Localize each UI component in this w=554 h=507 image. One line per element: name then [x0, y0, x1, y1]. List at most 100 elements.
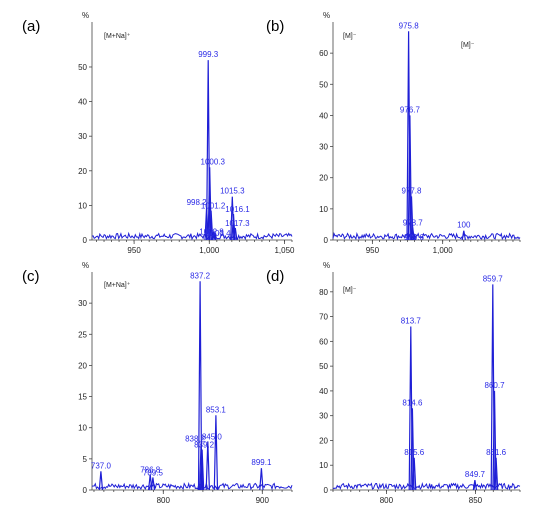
y-tick-label: 0 [83, 486, 88, 495]
peak-label: 853.1 [206, 405, 227, 414]
peak-737.0 [98, 471, 104, 491]
x-tick-label: 1,000 [199, 246, 220, 255]
peak-label: 815.6 [404, 448, 425, 457]
peak-861.6 [493, 457, 499, 491]
peak-1017.3 [233, 227, 238, 241]
peak-860.7 [492, 390, 497, 491]
peak-label: 977.8 [401, 186, 422, 195]
y-tick-label: 25 [78, 330, 87, 339]
peak-label: 837.2 [190, 271, 211, 280]
y-tick-label: 50 [78, 63, 87, 72]
spectrum-panel-c: (c)% 0 5 10 15 20 25 30 800 900 [M+Na]⁺ 837.2 853.1 8… [22, 261, 293, 505]
peak-1002.8 [211, 231, 216, 241]
peak-100 [461, 230, 466, 241]
panel-label: (a) [22, 18, 40, 35]
peak-label: 849.7 [465, 470, 486, 479]
y-tick-label: 80 [319, 288, 328, 297]
peak-label: 976.7 [400, 105, 421, 114]
peak-label: 999.3 [198, 50, 219, 59]
peak-853.1 [213, 415, 219, 491]
peak-label: 978.7 [403, 219, 424, 228]
peak-label: 1017.3 [225, 219, 250, 228]
peak-label: 838.2 [185, 434, 206, 443]
y-tick-label: 30 [78, 299, 87, 308]
ion-label: [M+Na]⁺ [104, 33, 131, 40]
peak-839.2 [199, 449, 205, 491]
ion-label: [M]⁻ [343, 33, 357, 40]
spectrum-panel-a: (a)% 0 10 20 30 40 50 950 1,000 1,050 [M+Na]⁺ 999.3… [22, 11, 295, 255]
peak-label: 860.7 [485, 381, 506, 390]
peak-label: 737.0 [91, 461, 112, 470]
peak-849.7 [472, 480, 478, 491]
peak-label: 789.5 [143, 469, 164, 478]
y-tick-label: 5 [83, 455, 88, 464]
y-tick-label: 40 [78, 98, 87, 107]
peak-label: 839.2 [194, 441, 215, 450]
peak-label: 814.6 [402, 398, 423, 407]
peak-786.8 [148, 474, 153, 491]
y-tick-label: 0 [324, 486, 329, 495]
y-tick-label: 60 [319, 337, 328, 346]
peak-label: 813.7 [401, 317, 422, 326]
peak-845.0 [205, 441, 210, 491]
y-tick-label: 20 [319, 436, 328, 445]
y-tick-label: 20 [319, 174, 328, 183]
ion-label-secondary: [M]⁻ [461, 42, 475, 49]
peak-label: 1015.3 [220, 187, 245, 196]
baseline-trace [91, 481, 293, 491]
y-tick-label: 40 [319, 111, 328, 120]
peak-label: 861.6 [486, 448, 507, 457]
y-tick-label: 0 [83, 236, 88, 245]
peak-label: 1016.1 [225, 205, 250, 214]
y-tick-label: 70 [319, 313, 328, 322]
y-tick-label: 30 [78, 132, 87, 141]
ion-label: [M+Na]⁺ [104, 282, 131, 289]
x-tick-label: 1,000 [433, 246, 454, 255]
x-tick-label: 900 [256, 496, 270, 505]
peak-label: 899.1 [251, 458, 272, 467]
peak-837.2 [197, 281, 203, 491]
x-tick-label: 950 [127, 246, 141, 255]
baseline-trace [91, 231, 293, 241]
peak-label: 1000.3 [201, 157, 226, 166]
y-tick-label: 20 [78, 167, 87, 176]
peak-1003.4 [212, 232, 217, 241]
x-tick-label: 1,050 [274, 246, 295, 255]
y-tick-label: 10 [78, 201, 87, 210]
x-tick-label: 850 [469, 496, 483, 505]
y-tick-label: 10 [319, 461, 328, 470]
peak-label: 1002.8 [199, 227, 224, 236]
peak-1001.2 [208, 210, 214, 241]
x-tick-label: 800 [380, 496, 394, 505]
y-tick-label: 15 [78, 393, 87, 402]
y-axis-label: % [82, 11, 89, 20]
y-tick-label: 10 [78, 424, 87, 433]
y-tick-label: 0 [324, 236, 329, 245]
y-tick-label: 30 [319, 143, 328, 152]
y-tick-label: 50 [319, 80, 328, 89]
panel-label: (b) [266, 18, 284, 35]
peak-815.6 [412, 457, 417, 491]
peak-label: 786.8 [140, 465, 161, 474]
peak-979.6 [411, 233, 417, 241]
y-tick-label: 30 [319, 412, 328, 421]
peak-977.8 [409, 196, 414, 241]
peak-998.2 [204, 207, 209, 241]
peak-label: 859.7 [483, 274, 504, 283]
baseline-trace [332, 482, 521, 491]
x-tick-label: 950 [366, 246, 380, 255]
y-tick-label: 40 [319, 387, 328, 396]
peak-label: 1003.4 [206, 229, 231, 238]
y-axis-label: % [82, 261, 89, 270]
spectrum-panel-d: (d)% 0 10 20 30 40 50 60 70 80 800 850 [M]⁻ 813.7 814.… [266, 261, 521, 505]
ion-label: [M]⁻ [343, 287, 357, 294]
panel-label: (d) [266, 268, 284, 285]
spectrum-panel-b: (b)% 0 10 20 30 40 50 60 950 1,000 [M]⁻ [M]⁻ 975.8 97… [266, 11, 521, 255]
peak-label: 1001.2 [201, 202, 226, 211]
peak-label: 998.2 [187, 198, 208, 207]
peak-899.1 [259, 468, 264, 491]
y-tick-label: 60 [319, 49, 328, 58]
peak-789.5 [150, 477, 156, 491]
y-axis-label: % [323, 261, 330, 270]
